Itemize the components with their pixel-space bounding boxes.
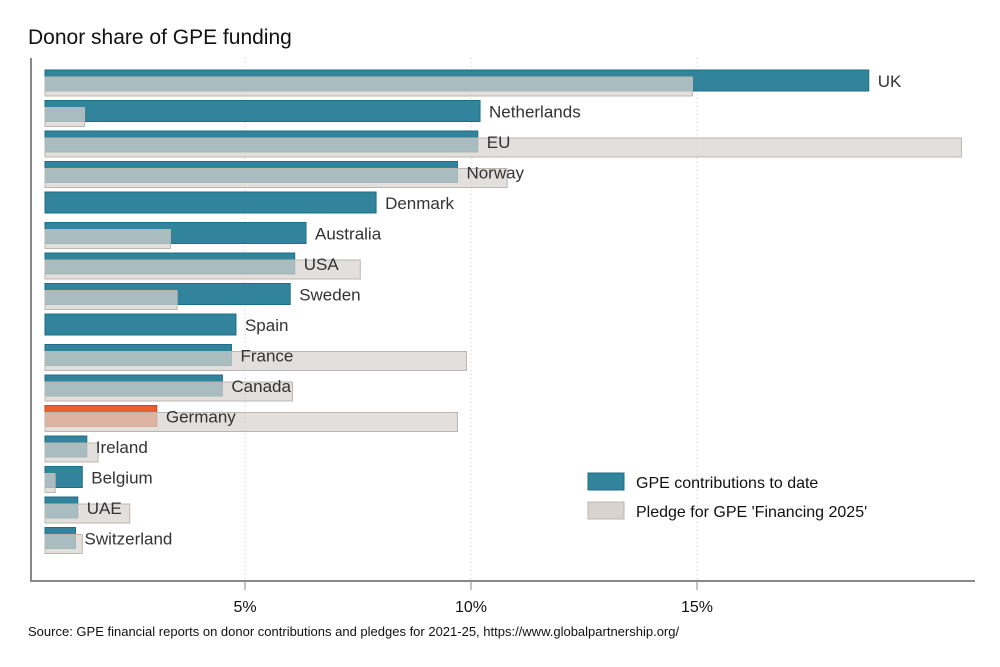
legend-swatch-contributions [587, 472, 625, 491]
legend-label: GPE contributions to date [636, 475, 818, 492]
x-tick-label: 5% [233, 599, 256, 616]
category-label: Canada [231, 377, 291, 396]
pledge-bar-norway [44, 168, 508, 188]
pledge-bar-germany [44, 412, 458, 432]
x-tick-label: 15% [681, 599, 713, 616]
x-tick-label: 10% [455, 599, 487, 616]
pledge-bar-usa [44, 259, 361, 280]
category-label: Belgium [91, 469, 152, 488]
pledge-bar-netherlands [44, 107, 86, 127]
pledge-bar-ireland [44, 442, 99, 463]
chart-title: Donor share of GPE funding [28, 26, 292, 49]
category-label: Sweden [299, 286, 360, 305]
pledge-bar-uk [44, 76, 693, 97]
contribution-bar-netherlands [44, 100, 481, 122]
pledge-bar-eu [44, 137, 962, 158]
category-label: USA [304, 255, 340, 274]
pledge-bar-belgium [44, 473, 56, 493]
category-label: France [240, 347, 293, 366]
pledge-bar-australia [44, 229, 171, 249]
pledge-bar-france [44, 351, 467, 371]
category-label: Norway [466, 164, 524, 183]
category-label: Germany [166, 408, 236, 427]
contribution-bar-denmark [44, 191, 377, 214]
category-label: Spain [245, 316, 288, 335]
pledge-bar-canada [44, 381, 293, 402]
legend-swatch-pledge [587, 501, 625, 520]
pledge-bar-sweden [44, 290, 178, 310]
category-label: UAE [87, 499, 122, 518]
pledge-bar-switzerland [44, 534, 83, 554]
category-label: Australia [315, 225, 382, 244]
category-label: Ireland [96, 438, 148, 457]
contribution-bar-spain [44, 313, 237, 336]
category-label: Switzerland [85, 530, 173, 549]
legend-label: Pledge for GPE 'Financing 2025' [636, 504, 867, 521]
source-note: Source: GPE financial reports on donor c… [28, 624, 680, 639]
category-label: Denmark [385, 194, 454, 213]
category-label: Netherlands [489, 103, 581, 122]
pledge-bar-uae [44, 503, 131, 524]
category-label: UK [878, 72, 902, 91]
category-label: EU [487, 133, 511, 152]
